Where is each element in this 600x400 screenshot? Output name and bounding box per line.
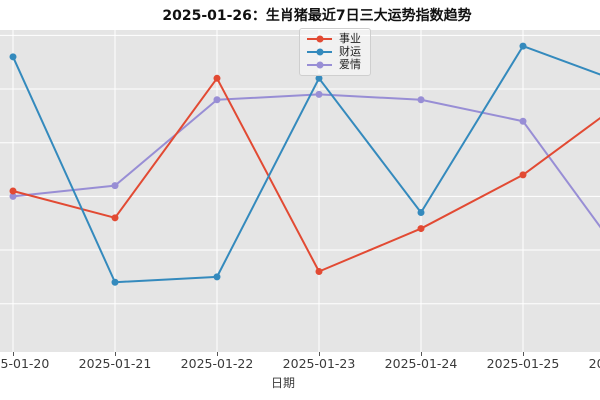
data-point-事业 bbox=[111, 214, 119, 222]
x-tick-label: 2025-01-21 bbox=[78, 356, 152, 371]
x-tick-mark bbox=[421, 352, 422, 356]
data-point-事业 bbox=[315, 268, 323, 275]
data-point-财运 bbox=[9, 53, 17, 61]
x-tick-mark bbox=[523, 352, 524, 356]
legend-marker-dot bbox=[316, 61, 323, 68]
series-line-爱情 bbox=[12, 93, 600, 229]
legend-item-财运: 财运 bbox=[307, 45, 361, 58]
data-point-事业 bbox=[417, 225, 425, 233]
x-tick-label: 2025-01-26 bbox=[588, 356, 600, 371]
plot-area: 事业 财运 爱情 bbox=[0, 28, 600, 352]
legend-item-label: 事业 bbox=[339, 32, 361, 45]
chart-title: 2025-01-26：生肖猪最近7日三大运势指数趋势 bbox=[162, 8, 472, 24]
data-point-财运 bbox=[213, 273, 221, 281]
legend-marker-line bbox=[307, 48, 332, 55]
legend-item-label: 爱情 bbox=[339, 58, 361, 71]
x-tick-mark bbox=[115, 352, 116, 356]
data-point-财运 bbox=[315, 74, 323, 82]
data-point-爱情 bbox=[417, 96, 425, 104]
x-tick-label: 2025-01-20 bbox=[0, 356, 50, 371]
data-point-爱情 bbox=[9, 192, 17, 200]
x-tick-mark bbox=[319, 352, 320, 356]
legend-marker-dot bbox=[316, 48, 323, 55]
x-axis-label: 日期 bbox=[270, 376, 296, 390]
data-point-爱情 bbox=[213, 96, 221, 104]
data-point-财运 bbox=[111, 278, 119, 286]
data-point-财运 bbox=[417, 208, 425, 216]
data-point-事业 bbox=[519, 171, 527, 179]
plot-canvas bbox=[0, 30, 600, 352]
data-point-爱情 bbox=[519, 117, 527, 125]
data-point-事业 bbox=[213, 74, 221, 82]
x-tick-label: 2025-01-24 bbox=[384, 356, 458, 371]
data-point-爱情 bbox=[111, 182, 119, 190]
legend-marker-dot bbox=[316, 35, 323, 42]
x-tick-label: 2025-01-22 bbox=[180, 356, 254, 371]
x-tick-mark bbox=[217, 352, 218, 356]
data-point-财运 bbox=[519, 42, 527, 50]
legend-marker-line bbox=[307, 35, 332, 42]
x-tick-label: 2025-01-23 bbox=[282, 356, 356, 371]
legend-item-爱情: 爱情 bbox=[307, 58, 361, 71]
x-tick-label: 2025-01-25 bbox=[486, 356, 560, 371]
legend-item-label: 财运 bbox=[339, 45, 361, 58]
legend-item-事业: 事业 bbox=[307, 32, 361, 45]
series-line-事业 bbox=[12, 77, 600, 273]
data-point-爱情 bbox=[315, 90, 323, 98]
x-tick-mark bbox=[13, 352, 14, 356]
legend-marker-line bbox=[307, 61, 332, 68]
data-point-事业 bbox=[9, 187, 17, 195]
legend: 事业 财运 爱情 bbox=[299, 28, 371, 76]
